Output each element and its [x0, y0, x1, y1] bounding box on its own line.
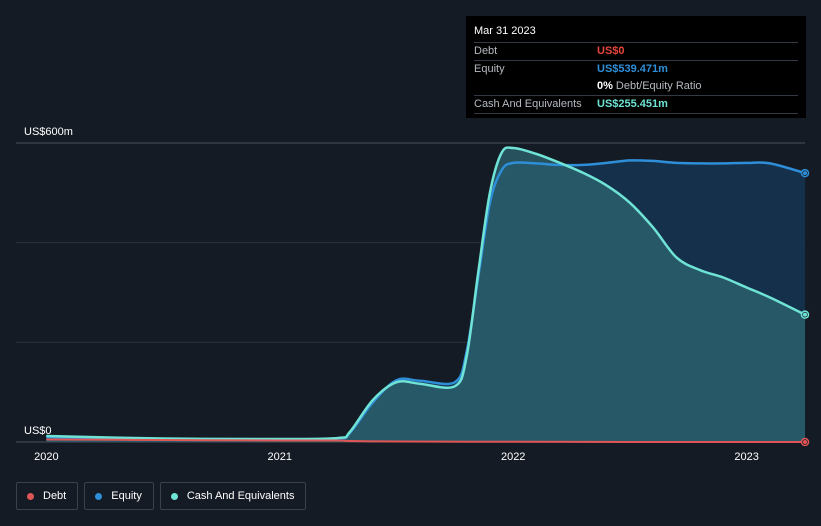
series-lines [46, 146, 806, 443]
tooltip-ratio-label: Debt/Equity Ratio [615, 80, 702, 92]
legend-debt-label: Debt [43, 490, 67, 502]
legend-debt-dot-icon [27, 492, 34, 500]
tooltip-row-equity: Equity US$539.471m [474, 61, 798, 78]
tooltip-row-debt: Debt US$0 [474, 43, 798, 61]
x-tick-label: 2023 [734, 451, 758, 463]
cash-and-equivalents-area [46, 147, 806, 443]
x-tick-label: 2022 [501, 451, 525, 463]
equity-endpoint-core [803, 171, 807, 176]
debt-line [46, 438, 805, 443]
tooltip-ratio-percent: 0% [597, 80, 613, 92]
legend-cash-label: Cash And Equivalents [186, 490, 295, 502]
legend-item-cash[interactable]: Cash And Equivalents [159, 482, 307, 510]
tooltip-equity-value: US$539.471m [597, 63, 668, 75]
cash-and-equivalents-line [46, 146, 806, 441]
tooltip-panel: Mar 31 2023 Debt US$0 Equity US$539.471m… [466, 16, 806, 118]
legend-item-equity[interactable]: Equity [84, 482, 154, 510]
series-areas [46, 147, 806, 443]
tooltip-row-cash: Cash And Equivalents US$255.451m [474, 96, 798, 114]
x-tick-label: 2020 [34, 451, 58, 463]
legend-item-debt[interactable]: Debt [16, 482, 79, 510]
y-tick-label: US$600m [24, 126, 73, 138]
tooltip-date: Mar 31 2023 [474, 22, 798, 43]
tooltip-debt-value: US$0 [597, 45, 625, 57]
legend-equity-dot-icon [95, 492, 103, 500]
chart-legend: Debt Equity Cash And Equivalents [16, 482, 307, 510]
tooltip-row-ratio: 0% Debt/Equity Ratio [474, 78, 798, 96]
legend-cash-dot-icon [170, 492, 178, 500]
tooltip-cash-label: Cash And Equivalents [474, 98, 582, 110]
debt-endpoint-core [803, 440, 807, 444]
cash-and-equivalents-endpoint-core [803, 312, 807, 317]
x-axis-labels: 2020 2021 2022 2023 [34, 451, 759, 463]
tooltip-debt-label: Debt [474, 45, 498, 57]
series-endpoints [800, 168, 810, 447]
legend-equity-label: Equity [111, 490, 142, 502]
y-tick-label: US$0 [24, 425, 52, 437]
y-axis-labels: US$600m US$0 [24, 126, 73, 437]
tooltip-equity-label: Equity [474, 63, 505, 75]
tooltip-cash-value: US$255.451m [597, 98, 668, 110]
x-tick-label: 2021 [268, 451, 292, 463]
